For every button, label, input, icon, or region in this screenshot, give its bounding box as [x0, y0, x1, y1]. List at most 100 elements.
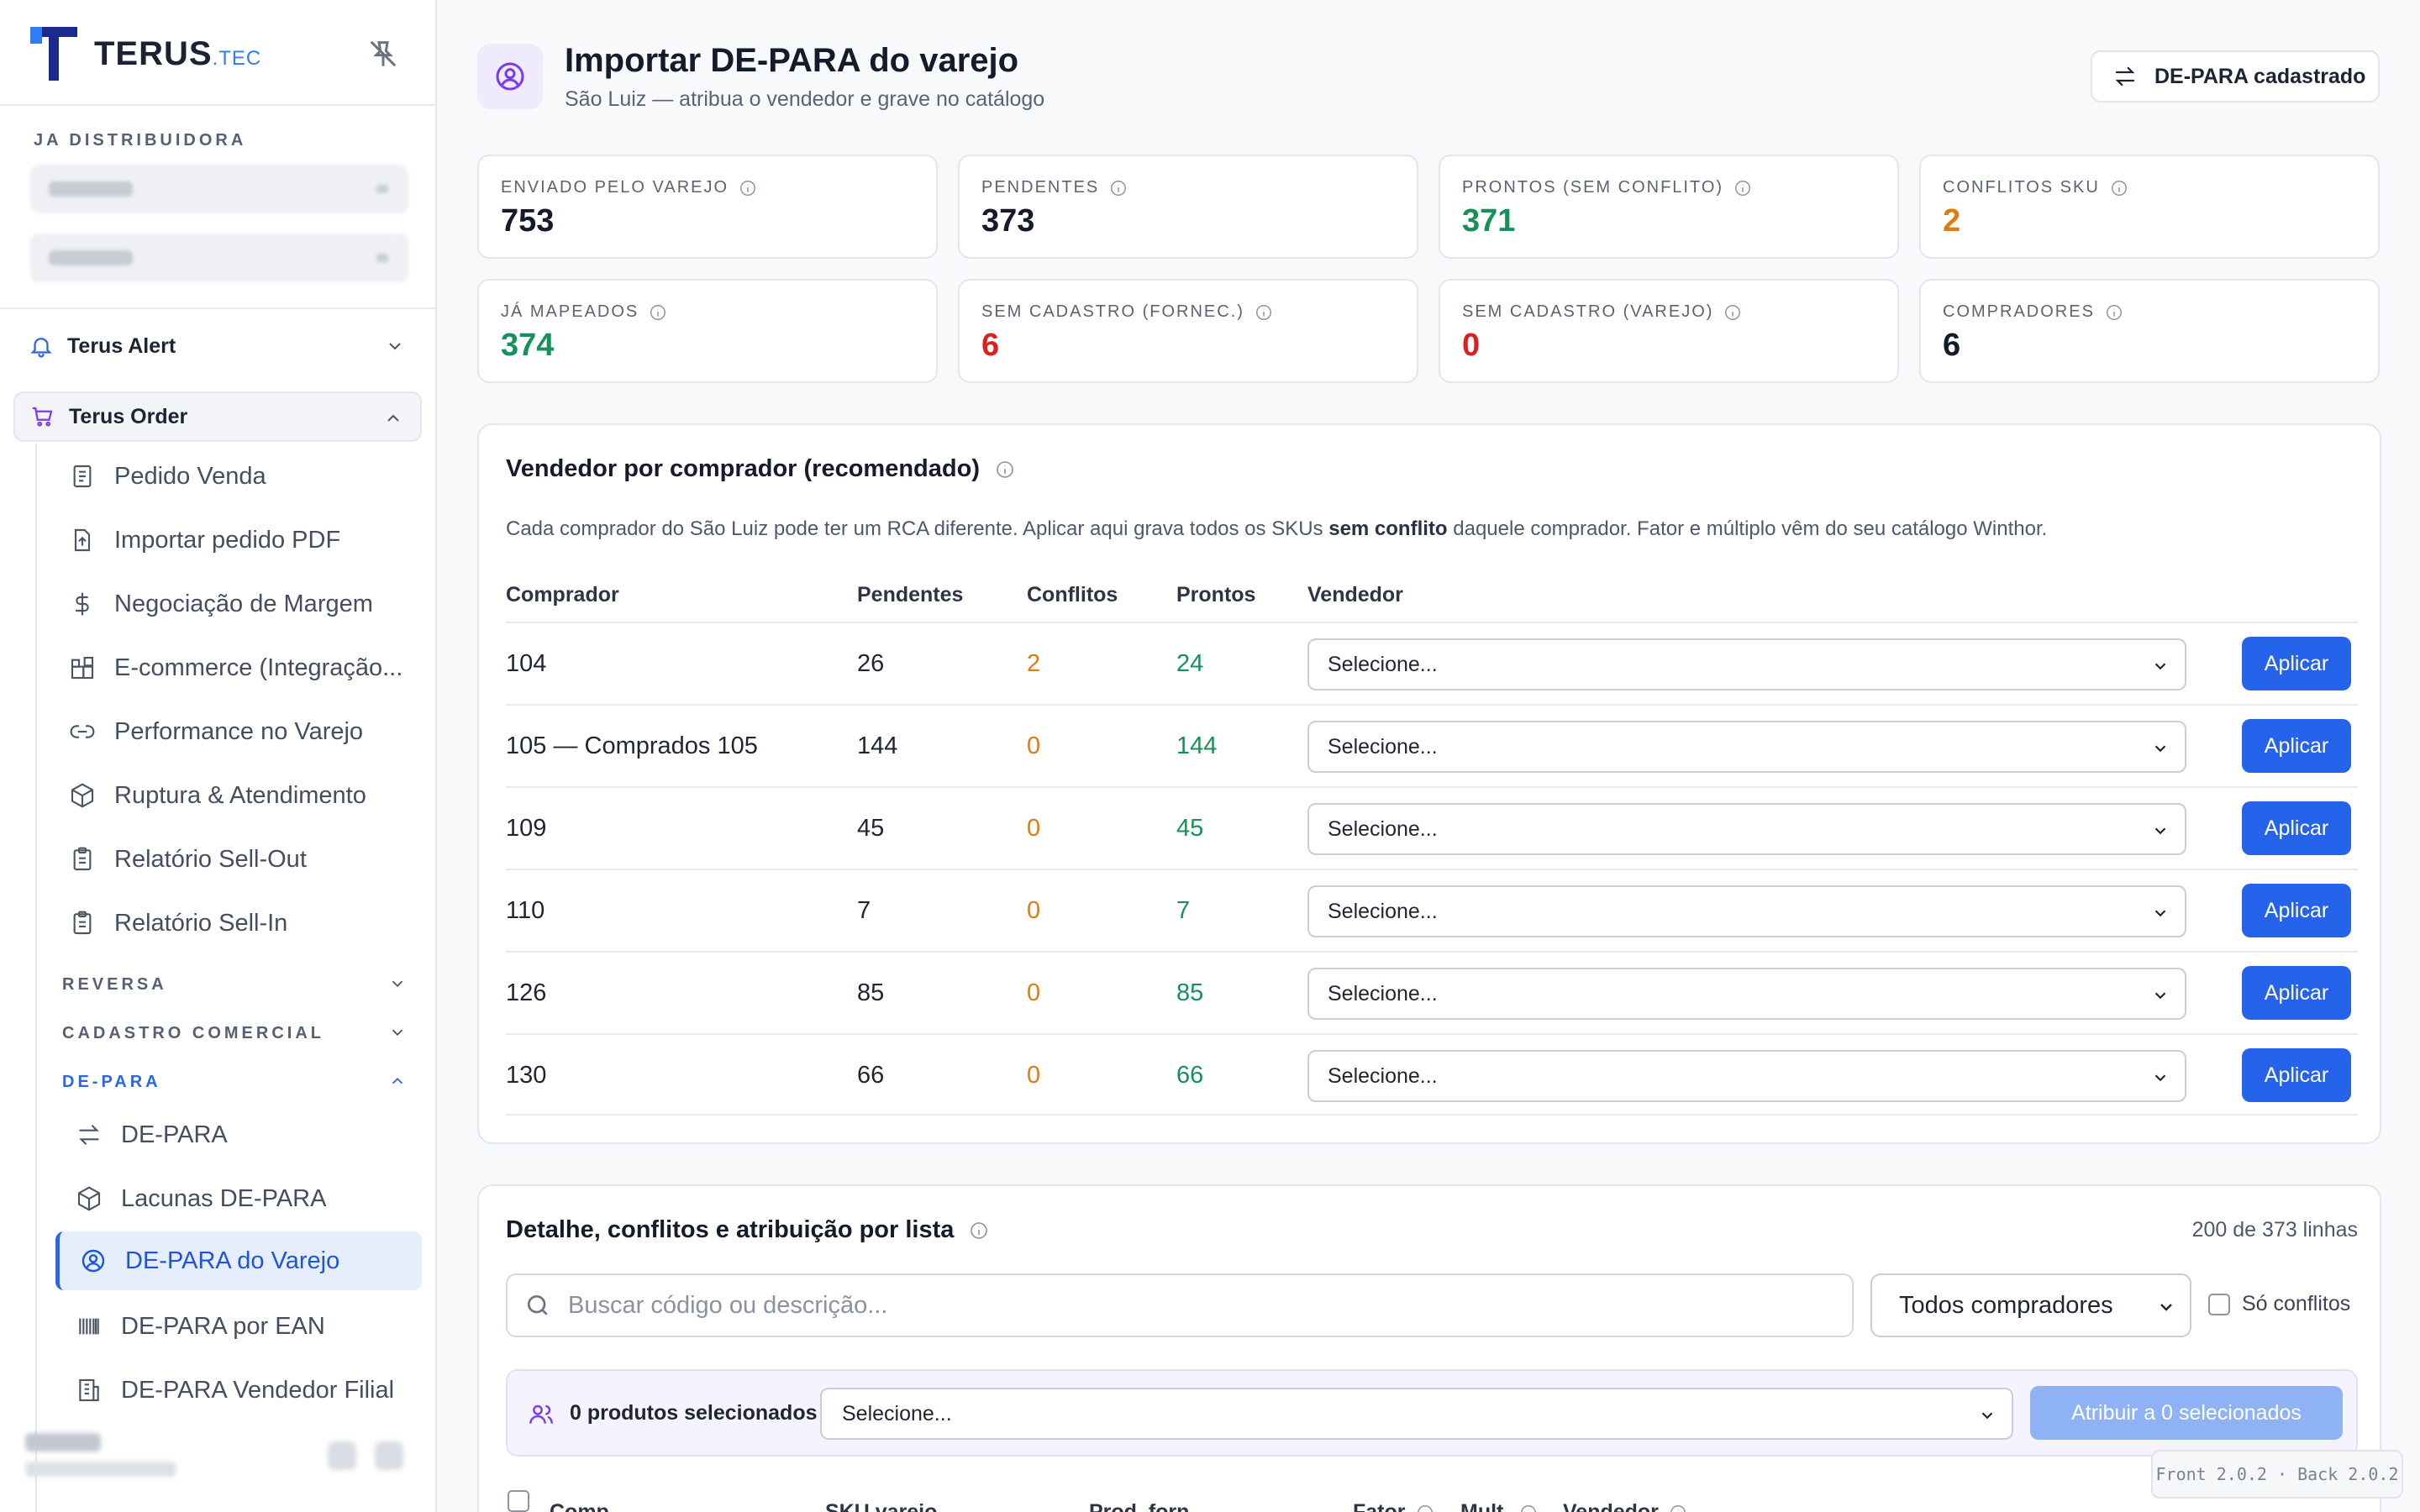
search-placeholder: Buscar código ou descrição... [568, 1291, 888, 1319]
nav-importar-pdf[interactable]: Importar pedido PDF [54, 512, 424, 568]
col-prod-forn[interactable]: Prod. forn. [1089, 1500, 1196, 1512]
col-comprador[interactable]: Comprador [506, 583, 619, 606]
vendor-select[interactable]: Selecione... [1307, 803, 2186, 855]
chevron-down-icon [2160, 1304, 2172, 1311]
cell-conflicts: 0 [1027, 1062, 1041, 1089]
apply-button[interactable]: Aplicar [2242, 637, 2351, 690]
vendor-select[interactable]: Selecione... [1307, 721, 2186, 773]
nav-relatorio-sell-in[interactable]: Relatório Sell-In [54, 895, 424, 951]
table-row: 126 85 0 85 Selecione... Aplicar [506, 951, 2358, 1033]
info-icon[interactable] [969, 1221, 989, 1241]
nav-performance-varejo[interactable]: Performance no Varejo [54, 704, 424, 759]
apply-button[interactable]: Aplicar [2242, 801, 2351, 855]
table-row: 105 — Comprados 105 144 0 144 Selecione.… [506, 704, 2358, 786]
assign-selected-button[interactable]: Atribuir a 0 selecionados [2030, 1386, 2343, 1440]
nav-label: E-commerce (Integração... [114, 654, 403, 681]
box-icon [77, 1186, 101, 1211]
col-vendedor[interactable]: Vendedor [1307, 583, 1403, 606]
vendor-select[interactable]: Selecione... [1307, 968, 2186, 1020]
col-comp[interactable]: Comp. [550, 1500, 615, 1512]
bulk-vendor-select[interactable]: Selecione... [820, 1388, 2013, 1440]
cell-buyer: 109 [506, 815, 547, 842]
nav-negociacao-margem[interactable]: Negociação de Margem [54, 576, 424, 632]
bell-icon [30, 338, 52, 358]
stat-label: PRONTOS (SEM CONFLITO) [1462, 178, 1724, 197]
col-mult[interactable]: Mult. [1460, 1500, 1538, 1512]
nav-relatorio-sell-out[interactable]: Relatório Sell-Out [54, 832, 424, 887]
stat-value: 2 [1943, 203, 1961, 239]
nav-ruptura-atendimento[interactable]: Ruptura & Atendimento [54, 768, 424, 823]
section-cadastro-comercial[interactable]: CADASTRO COMERCIAL [62, 1016, 415, 1050]
chevron-up-icon [387, 414, 399, 422]
nav-label: DE-PARA Vendedor Filial [121, 1376, 395, 1404]
chevron-up-icon [392, 1077, 403, 1084]
user-footer-blurred[interactable] [25, 1425, 412, 1492]
nav-de-para-vendedor-filial[interactable]: DE-PARA Vendedor Filial [55, 1361, 422, 1420]
only-conflicts-label[interactable]: Só conflitos [2242, 1292, 2351, 1315]
section-de-para[interactable]: DE-PARA [62, 1065, 415, 1099]
stat-label: JÁ MAPEADOS [501, 302, 639, 321]
buyers-card: Vendedor por comprador (recomendado) Cad… [477, 423, 2381, 1144]
nav-label: DE-PARA [121, 1121, 228, 1148]
only-conflicts-checkbox[interactable] [2208, 1294, 2230, 1315]
apply-button[interactable]: Aplicar [2242, 719, 2351, 773]
nav-label: Pedido Venda [114, 462, 266, 490]
apply-button[interactable]: Aplicar [2242, 884, 2351, 937]
info-icon[interactable] [2105, 303, 2123, 322]
version-badge: Front 2.0.2 · Back 2.0.2 [2151, 1450, 2403, 1499]
buyer-filter-select[interactable]: Todos compradores [1870, 1273, 2191, 1337]
cell-buyer: 126 [506, 979, 547, 1006]
info-icon[interactable] [2110, 179, 2128, 197]
col-pendentes[interactable]: Pendentes [857, 583, 964, 606]
info-icon[interactable] [649, 303, 667, 322]
vendor-select[interactable]: Selecione... [1307, 885, 2186, 937]
select-all-checkbox[interactable] [508, 1490, 529, 1512]
nav-de-para-ean[interactable]: DE-PARA por EAN [55, 1297, 422, 1356]
chevron-down-icon [2154, 910, 2166, 917]
group-terus-order[interactable]: Terus Order [13, 391, 422, 442]
detail-card-title: Detalhe, conflitos e atribuição por list… [506, 1216, 989, 1244]
info-icon[interactable] [1416, 1504, 1434, 1512]
apply-button[interactable]: Aplicar [2242, 966, 2351, 1020]
nav-ecommerce[interactable]: E-commerce (Integração... [54, 640, 424, 696]
cell-ready: 24 [1176, 650, 1204, 677]
info-icon[interactable] [1109, 179, 1128, 197]
apply-button[interactable]: Aplicar [2242, 1048, 2351, 1102]
section-reversa[interactable]: REVERSA [62, 968, 415, 1001]
info-icon[interactable] [739, 179, 757, 197]
unpin-icon[interactable] [366, 37, 400, 71]
nav-de-para[interactable]: DE-PARA [55, 1105, 422, 1164]
cell-conflicts: 0 [1027, 732, 1041, 759]
info-icon[interactable] [1733, 179, 1752, 197]
info-icon[interactable] [1723, 303, 1742, 322]
col-vendedor[interactable]: Vendedor [1563, 1500, 1687, 1512]
org-label: JA DISTRIBUIDORA [34, 131, 247, 150]
vendor-select[interactable]: Selecione... [1307, 1050, 2186, 1102]
info-icon[interactable] [1255, 303, 1273, 322]
page-subtitle: São Luiz — atribua o vendedor e grave no… [565, 87, 1045, 111]
stat-value: 374 [501, 328, 555, 363]
info-icon[interactable] [995, 459, 1015, 480]
nav-pedido-venda[interactable]: Pedido Venda [54, 449, 424, 504]
filial-select-blurred[interactable] [30, 234, 408, 282]
col-fator[interactable]: Fator [1353, 1500, 1434, 1512]
store-select-blurred[interactable] [30, 165, 408, 213]
col-sku-varejo[interactable]: SKU varejo [825, 1500, 938, 1512]
nav-lacunas-de-para[interactable]: Lacunas DE-PARA [55, 1169, 422, 1228]
stat-label: COMPRADORES [1943, 302, 2095, 321]
nav-label: Performance no Varejo [114, 717, 364, 745]
chevron-down-icon [2154, 1074, 2166, 1082]
col-conflitos[interactable]: Conflitos [1027, 583, 1118, 606]
vendor-select[interactable]: Selecione... [1307, 638, 2186, 690]
group-terus-alert[interactable]: Terus Alert [13, 321, 422, 371]
col-prontos[interactable]: Prontos [1176, 583, 1256, 606]
cell-buyer: 104 [506, 650, 547, 677]
arrows-swap-icon [2115, 66, 2135, 87]
nav-de-para-varejo[interactable]: DE-PARA do Varejo [55, 1231, 422, 1290]
section-label-text: REVERSA [62, 974, 167, 994]
info-icon[interactable] [1669, 1504, 1687, 1512]
cell-conflicts: 0 [1027, 979, 1041, 1006]
search-input[interactable]: Buscar código ou descrição... [506, 1273, 1854, 1337]
de-para-cadastrado-button[interactable]: DE-PARA cadastrado [2091, 50, 2380, 102]
info-icon[interactable] [1519, 1504, 1538, 1512]
